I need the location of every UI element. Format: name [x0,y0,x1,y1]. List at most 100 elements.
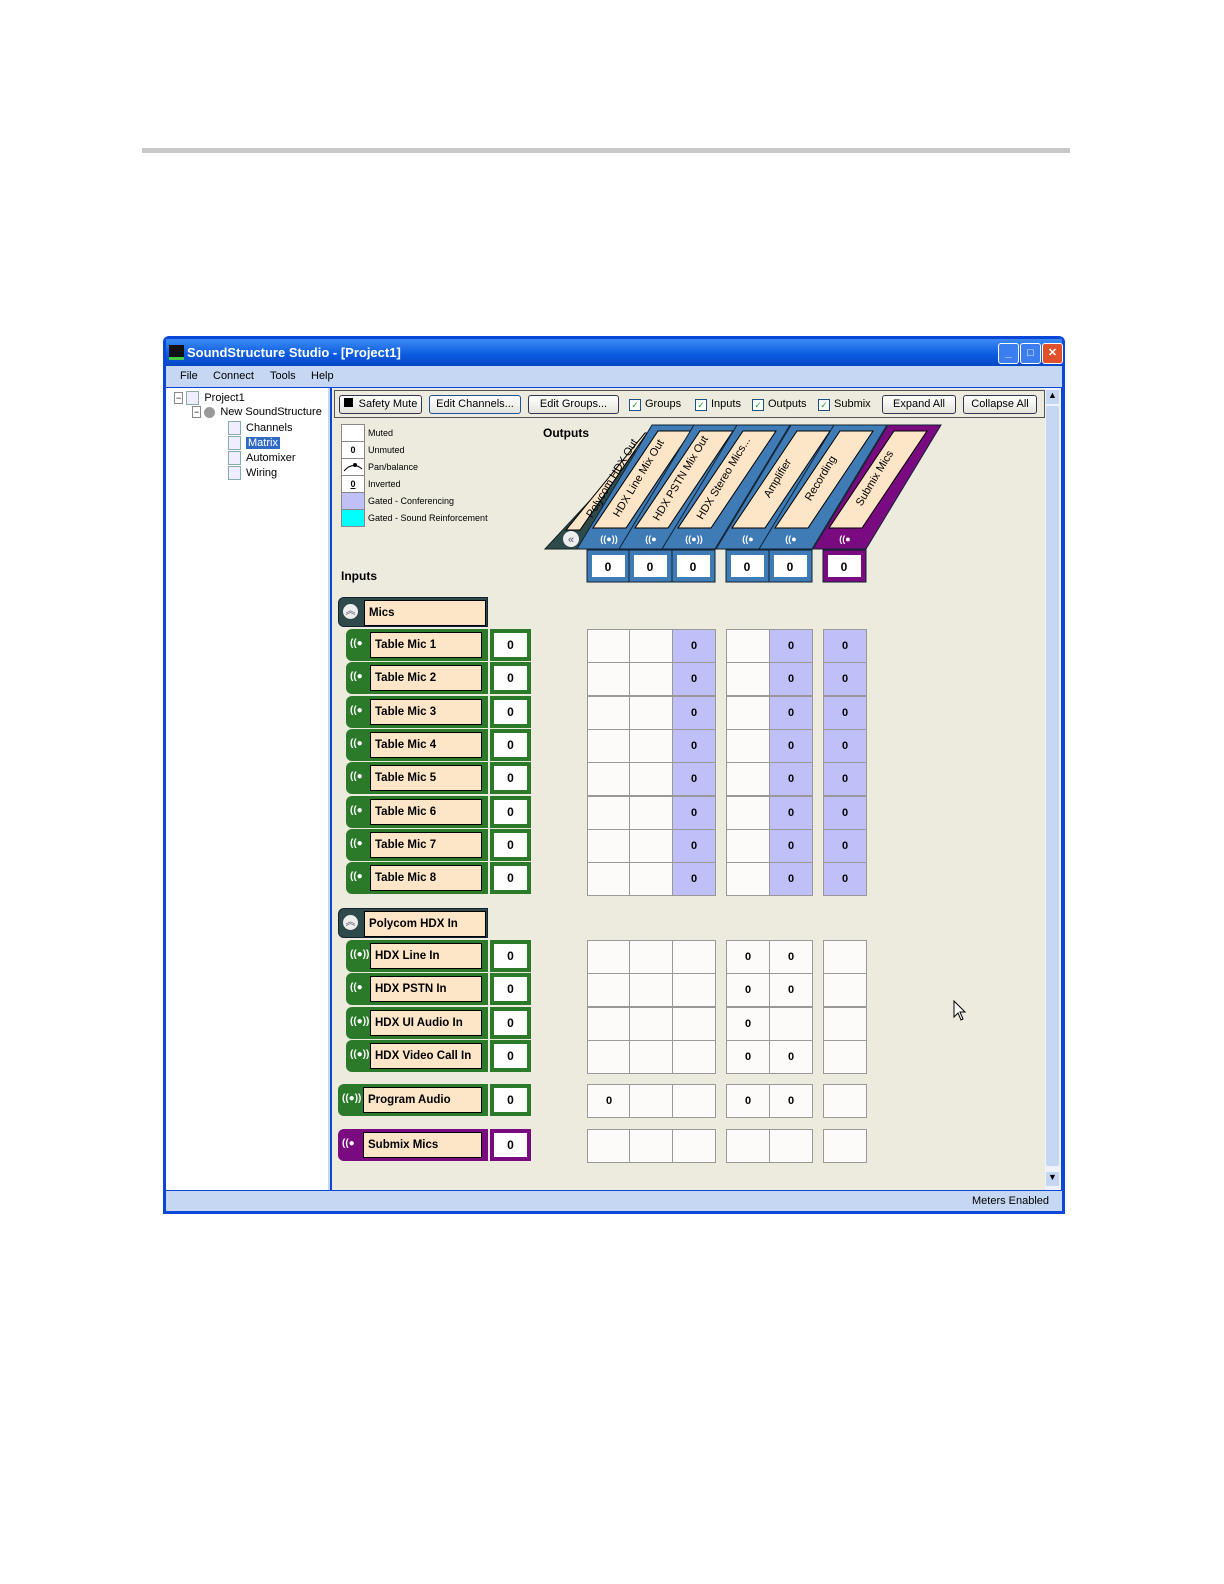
input-gain[interactable]: 0 [490,828,531,861]
matrix-cell[interactable] [726,862,770,897]
matrix-cell[interactable]: 0 [823,728,867,763]
tree-item-automixer[interactable]: Automixer [228,451,296,465]
tree-item-channels[interactable]: Channels [228,421,292,435]
matrix-cell[interactable] [672,1129,716,1163]
menu-file[interactable]: File [180,370,198,382]
matrix-cell[interactable]: 0 [672,662,716,697]
input-gain[interactable]: 0 [490,762,531,795]
matrix-cell[interactable] [769,1006,813,1041]
expand-all-button[interactable]: Expand All [882,395,956,414]
matrix-cell[interactable] [726,828,770,863]
collapse-all-button[interactable]: Collapse All [963,395,1037,414]
vertical-scrollbar[interactable]: ▲ ▼ [1045,388,1061,1190]
matrix-cell[interactable]: 0 [769,695,813,730]
input-group-header[interactable]: ︽ Polycom HDX In [338,908,488,938]
matrix-cell[interactable] [629,862,673,897]
matrix-cell[interactable]: 0 [672,762,716,797]
tree-item-project[interactable]: − Project1 [174,391,245,405]
matrix-cell[interactable] [587,973,631,1008]
input-gain[interactable]: 0 [490,795,531,828]
matrix-cell[interactable] [629,795,673,830]
matrix-cell[interactable] [769,1129,813,1163]
matrix-cell[interactable]: 0 [769,629,813,663]
matrix-cell[interactable] [587,940,631,974]
scroll-thumb[interactable] [1046,406,1059,1166]
matrix-cell[interactable] [587,695,631,730]
matrix-cell[interactable] [587,662,631,697]
matrix-cell[interactable]: 0 [726,940,770,974]
matrix-cell[interactable]: 0 [672,828,716,863]
group-collapse-icon[interactable]: ︽ [343,915,358,930]
input-channel-row[interactable]: ((● Table Mic 2 [346,662,488,695]
matrix-cell[interactable] [587,1039,631,1074]
input-gain[interactable]: 0 [490,629,531,661]
matrix-cell[interactable] [629,762,673,797]
input-gain[interactable]: 0 [490,940,531,972]
matrix-cell[interactable]: 0 [672,695,716,730]
menu-help[interactable]: Help [311,370,334,382]
input-channel-row[interactable]: ((●)) Program Audio [338,1084,488,1116]
matrix-cell[interactable]: 0 [672,795,716,830]
input-channel-row[interactable]: ((● Submix Mics [338,1129,488,1161]
matrix-cell[interactable]: 0 [823,629,867,663]
matrix-cell[interactable] [587,1129,631,1163]
matrix-cell[interactable] [587,762,631,797]
matrix-cell[interactable]: 0 [726,1006,770,1041]
matrix-cell[interactable] [726,662,770,697]
matrix-cell[interactable] [726,728,770,763]
matrix-cell[interactable]: 0 [823,828,867,863]
matrix-cell[interactable]: 0 [769,1039,813,1074]
matrix-cell[interactable] [629,1084,673,1118]
matrix-cell[interactable] [823,973,867,1008]
matrix-cell[interactable] [823,940,867,974]
input-channel-row[interactable]: ((● Table Mic 6 [346,795,488,828]
input-gain[interactable]: 0 [490,695,531,728]
input-channel-row[interactable]: ((● Table Mic 5 [346,762,488,795]
outputs-checkbox[interactable]: ✓ Outputs [752,398,807,411]
close-button[interactable]: ✕ [1042,343,1063,364]
matrix-cell[interactable] [587,828,631,863]
matrix-cell[interactable] [629,940,673,974]
input-gain[interactable]: 0 [490,1129,531,1161]
matrix-cell[interactable] [587,795,631,830]
input-channel-row[interactable]: ((●)) HDX UI Audio In [346,1006,488,1039]
scroll-down-icon[interactable]: ▼ [1046,1172,1059,1186]
matrix-cell[interactable] [587,728,631,763]
matrix-cell[interactable] [823,1084,867,1118]
input-channel-row[interactable]: ((● Table Mic 1 [346,629,488,661]
matrix-cell[interactable]: 0 [823,695,867,730]
maximize-button[interactable]: □ [1020,343,1041,364]
matrix-cell[interactable] [823,1129,867,1163]
tree-item-device[interactable]: − New SoundStructure [192,406,322,418]
output-gain[interactable] [774,555,807,577]
matrix-cell[interactable]: 0 [823,662,867,697]
matrix-cell[interactable] [726,762,770,797]
input-channel-row[interactable]: ((●)) HDX Line In [346,940,488,972]
matrix-cell[interactable]: 0 [726,973,770,1008]
matrix-cell[interactable]: 0 [769,1084,813,1118]
group-collapse-icon[interactable]: ︽ [343,604,358,619]
minimize-button[interactable]: _ [998,343,1019,364]
matrix-cell[interactable] [629,629,673,663]
matrix-cell[interactable]: 0 [672,728,716,763]
output-gain[interactable] [731,555,764,577]
input-gain[interactable]: 0 [490,973,531,1006]
output-gain[interactable] [677,555,710,577]
output-gain[interactable] [592,555,625,577]
input-channel-row[interactable]: ((● HDX PSTN In [346,973,488,1006]
matrix-cell[interactable]: 0 [769,762,813,797]
matrix-cell[interactable]: 0 [823,795,867,830]
matrix-cell[interactable] [726,795,770,830]
matrix-cell[interactable]: 0 [769,728,813,763]
input-channel-row[interactable]: ((● Table Mic 8 [346,862,488,895]
matrix-cell[interactable]: 0 [769,828,813,863]
matrix-cell[interactable]: 0 [587,1084,631,1118]
matrix-cell[interactable] [672,1084,716,1118]
matrix-cell[interactable]: 0 [823,862,867,897]
matrix-cell[interactable]: 0 [672,862,716,897]
matrix-cell[interactable] [629,1129,673,1163]
input-gain[interactable]: 0 [490,862,531,895]
input-group-header[interactable]: ︽ Mics [338,597,488,627]
input-channel-row[interactable]: ((● Table Mic 7 [346,828,488,861]
input-gain[interactable]: 0 [490,662,531,695]
